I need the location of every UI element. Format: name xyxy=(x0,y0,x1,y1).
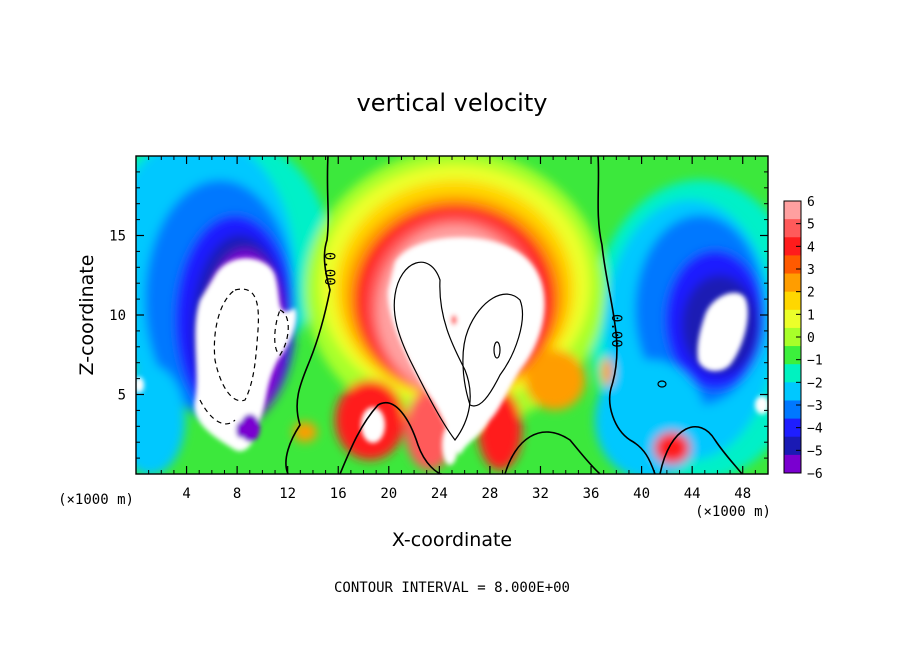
colorbar-swatch xyxy=(784,418,801,438)
contour-labels: 0.00 0.00 xyxy=(321,252,624,348)
y-axis-ticks: 5 10 15 xyxy=(109,171,768,459)
x-axis-ticks: 4 8 12 16 20 24 28 32 36 40 44 48 xyxy=(148,156,756,502)
colorbar-swatch xyxy=(784,454,801,474)
x-tick-label: 20 xyxy=(380,486,397,502)
colorbar-swatch xyxy=(784,291,801,311)
colorbar-swatch xyxy=(784,382,801,401)
y-tick-label: 5 xyxy=(118,388,126,404)
colorbar-swatch xyxy=(784,400,801,420)
heatmap-field xyxy=(136,156,768,474)
colorbar-tick-label: −1 xyxy=(807,354,823,369)
x-tick-label: 12 xyxy=(279,486,296,502)
colorbar-swatch xyxy=(784,255,801,275)
colorbar-swatch xyxy=(784,273,801,293)
colorbar-swatch xyxy=(784,436,801,456)
x-unit-left: (×1000 m) xyxy=(58,492,134,508)
colorbar-tick-label: 1 xyxy=(807,308,815,323)
negative-contours xyxy=(199,288,289,425)
colorbar-tick-label: −6 xyxy=(807,467,823,482)
x-tick-label: 28 xyxy=(481,486,498,502)
x-axis-label: X-coordinate xyxy=(392,529,512,551)
contour-label-right: 0.00 xyxy=(608,314,624,348)
x-unit-right: (×1000 m) xyxy=(695,504,771,520)
x-tick-label: 8 xyxy=(233,486,241,502)
contour-label-left: 0.00 xyxy=(321,252,337,286)
colorbar-swatch xyxy=(784,327,801,347)
colorbar-tick-label: −2 xyxy=(807,376,823,391)
y-tick-label: 15 xyxy=(109,229,126,245)
contour-lines xyxy=(285,156,743,474)
contour-interval-note: CONTOUR INTERVAL = 8.000E+00 xyxy=(334,580,570,596)
chart-title: vertical velocity xyxy=(357,89,548,117)
colorbar-tick-label: 6 xyxy=(807,195,815,210)
x-tick-label: 16 xyxy=(330,486,347,502)
y-tick-label: 10 xyxy=(109,308,126,324)
x-tick-label: 4 xyxy=(182,486,190,502)
colorbar-swatch xyxy=(784,201,801,220)
y-axis-label: Z-coordinate xyxy=(76,255,98,376)
colorbar-swatch xyxy=(784,237,801,256)
x-tick-label: 44 xyxy=(684,486,701,502)
colorbar-tick-label: 2 xyxy=(807,286,815,301)
colorbar-swatch xyxy=(784,364,801,383)
x-tick-label: 40 xyxy=(633,486,650,502)
colorbar-tick-label: −3 xyxy=(807,399,823,414)
colorbar-tick-label: −5 xyxy=(807,444,823,459)
colorbar-tick-label: −4 xyxy=(807,422,823,437)
colorbar-tick-label: 5 xyxy=(807,218,815,233)
colorbar-swatch xyxy=(784,346,801,365)
x-tick-label: 24 xyxy=(431,486,448,502)
colorbar-swatch xyxy=(784,219,801,238)
colorbar-tick-label: 0 xyxy=(807,331,815,346)
colorbar-tick-label: 3 xyxy=(807,263,815,278)
colorbar-tick-label: 4 xyxy=(807,240,815,255)
x-tick-label: 48 xyxy=(734,486,751,502)
colorbar-swatch xyxy=(784,309,801,329)
x-tick-label: 32 xyxy=(532,486,549,502)
x-tick-label: 36 xyxy=(583,486,600,502)
colorbar: 6 5 4 3 2 1 0 −1 −2 −3 −4 −5 −6 xyxy=(783,195,823,482)
